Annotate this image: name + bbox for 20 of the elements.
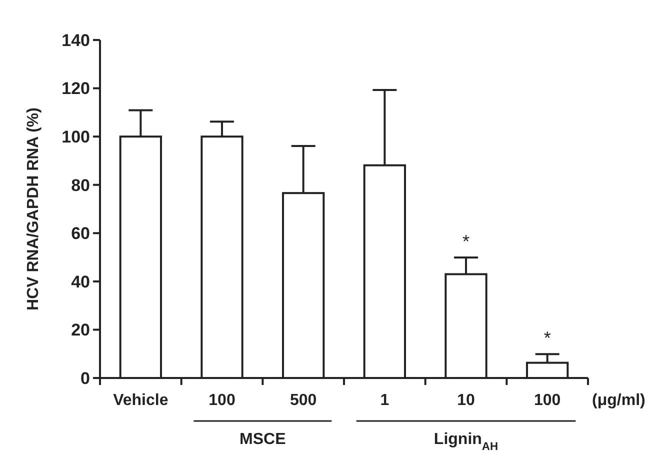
annotation: * — [462, 232, 470, 252]
y-axis-title: HCV RNA/GAPDH RNA (%) — [25, 108, 42, 310]
x-tick-label: 500 — [290, 392, 317, 409]
text: Lignin$_{AH}$ — [434, 431, 498, 453]
y-tick-label: 80 — [71, 176, 90, 195]
y-tick-label: 140 — [62, 30, 90, 50]
x-tick-label: Vehicle — [113, 392, 168, 409]
x-tick-label: 10 — [457, 392, 475, 409]
x-tick-label: 1 — [380, 392, 390, 409]
x-tick-label: 100 — [534, 392, 561, 409]
y-tick-label: 120 — [62, 79, 90, 98]
text: (μg/ml) — [592, 392, 646, 409]
text: MSCE — [240, 431, 286, 448]
y-tick-label: 100 — [62, 128, 90, 147]
y-tick-label: 20 — [71, 320, 90, 340]
y-tick-label: 0 — [80, 368, 90, 388]
y-tick-label: 40 — [71, 272, 90, 292]
x-tick-label: 100 — [208, 392, 236, 409]
y-tick-label: 60 — [71, 224, 90, 244]
annotation: * — [544, 328, 551, 348]
